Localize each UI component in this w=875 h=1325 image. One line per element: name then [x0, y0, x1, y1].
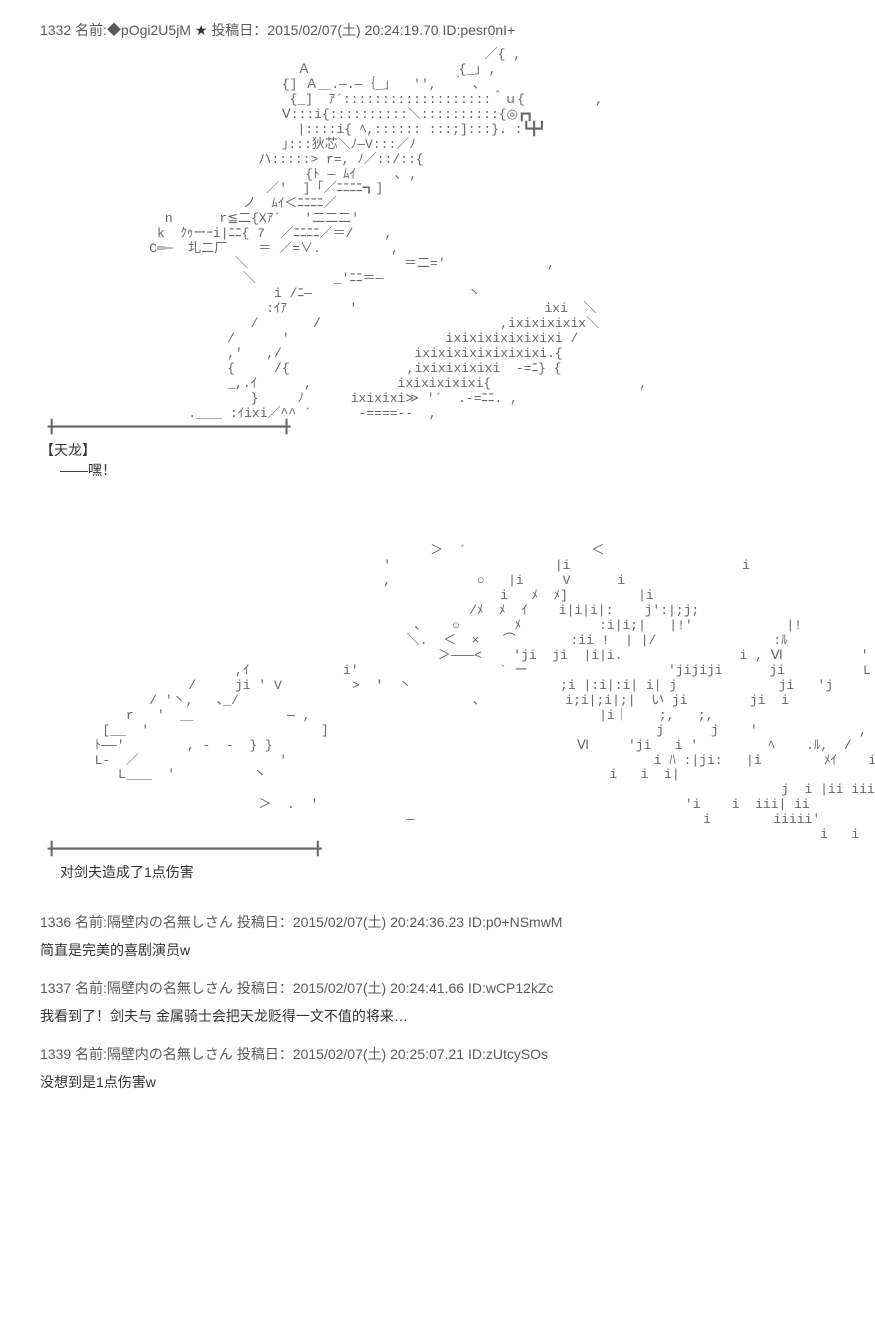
reply-post: 1337 名前:隔壁内の名無しさん 投稿日：2015/02/07(土) 20:2…	[40, 978, 835, 1026]
post-label: 投稿日：	[211, 22, 267, 38]
replies-list: 1336 名前:隔壁内の名無しさん 投稿日：2015/02/07(土) 20:2…	[40, 912, 835, 1092]
speaker-name: 【天龙】	[40, 440, 835, 460]
reply-header: 1339 名前:隔壁内の名無しさん 投稿日：2015/02/07(土) 20:2…	[40, 1044, 835, 1064]
post-date: 2015/02/07(土) 20:24:19.70	[267, 22, 438, 38]
reply-header: 1336 名前:隔壁内の名無しさん 投稿日：2015/02/07(土) 20:2…	[40, 912, 835, 932]
ascii-art-2: ＞ ´ ＜ ' |i i , ○ |i V i	[40, 544, 835, 858]
star-icon: ★	[195, 22, 208, 38]
damage-text: 对剑夫造成了1点伤害	[60, 862, 835, 882]
reply-header: 1337 名前:隔壁内の名無しさん 投稿日：2015/02/07(土) 20:2…	[40, 978, 835, 998]
trip: ◆pOgi2U5jM	[107, 22, 191, 38]
reply-body: 简直是完美的喜剧演员w	[40, 940, 835, 960]
dialogue-block: 【天龙】 ——嘿！	[40, 440, 835, 480]
name-label: 名前:	[75, 22, 107, 38]
reply-post: 1339 名前:隔壁内の名無しさん 投稿日：2015/02/07(土) 20:2…	[40, 1044, 835, 1092]
reply-body: 我看到了！剑夫与 金属骑士会把天龙贬得一文不值的将来…	[40, 1006, 835, 1026]
main-post-header: 1332 名前:◆pOgi2U5jM ★ 投稿日：2015/02/07(土) 2…	[40, 20, 835, 40]
reply-body: 没想到是1点伤害w	[40, 1072, 835, 1092]
reply-post: 1336 名前:隔壁内の名無しさん 投稿日：2015/02/07(土) 20:2…	[40, 912, 835, 960]
id-label: ID:	[442, 22, 460, 38]
ascii-art-1: ／{ , Ａ {_｣ , {] Ａ＿.―.―｛_｣ '', ｀ ､ {_] ｱ´…	[40, 48, 835, 436]
post-number: 1332	[40, 22, 71, 38]
post-id: pesr0nI+	[460, 22, 515, 38]
dialogue-line: ——嘿！	[40, 460, 835, 480]
